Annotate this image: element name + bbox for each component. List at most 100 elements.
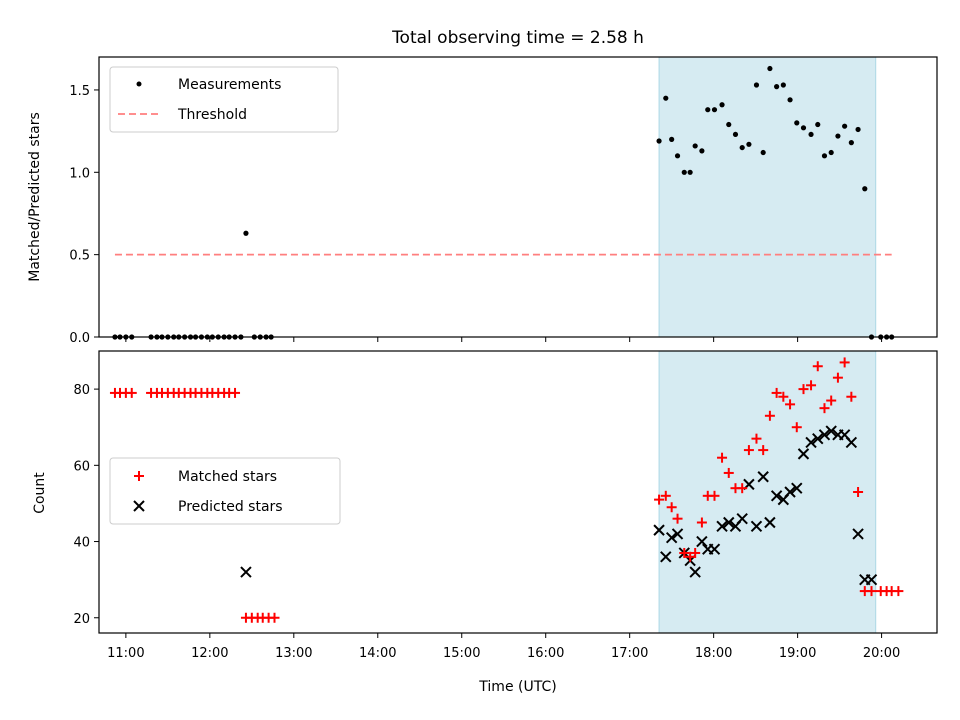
matched-star-point <box>771 387 782 398</box>
measurement-point <box>780 82 786 88</box>
matched-star-point <box>826 395 837 406</box>
measurement-point <box>800 125 807 131</box>
measurement-point <box>705 107 711 113</box>
legend-predicted-label: Predicted stars <box>178 499 283 515</box>
measurement-point <box>739 144 745 151</box>
measurement-point <box>753 82 760 88</box>
matched-star-point <box>685 551 696 562</box>
matched-star-point <box>893 586 904 597</box>
matched-star-point <box>230 387 241 398</box>
top-ylabel: Matched/Predicted stars <box>27 112 43 282</box>
bottom-xtick-label: 20:00 <box>863 646 900 661</box>
predicted-star-point <box>852 528 864 540</box>
legend-threshold-label: Threshold <box>177 107 247 123</box>
bottom-plot-frame <box>98 350 938 634</box>
matched-star-point <box>751 433 762 444</box>
predicted-star-point <box>791 482 803 494</box>
measurement-point <box>726 121 732 128</box>
measurement-point <box>711 107 718 113</box>
measurement-point <box>719 102 725 108</box>
top-ytick-label: 1.0 <box>69 166 90 181</box>
chart-title: Total observing time = 2.58 h <box>391 28 644 48</box>
matched-star-point <box>126 387 137 398</box>
measurement-point <box>828 149 834 156</box>
bottom-xtick-label: 15:00 <box>443 646 480 661</box>
top-ytick-label: 0.5 <box>69 249 90 264</box>
matched-star-point <box>866 586 877 597</box>
bottom-xtick-label: 11:00 <box>107 646 144 661</box>
top-ytick-label: 0.0 <box>69 331 90 346</box>
bottom-xtick-label: 17:00 <box>611 646 648 661</box>
predicted-star-point <box>708 543 721 555</box>
matched-star-point <box>785 399 796 410</box>
legend-matched-marker <box>134 471 144 481</box>
top-legend: Measurements Threshold <box>109 66 339 133</box>
legend-measurements-marker <box>136 81 142 87</box>
matched-star-point <box>737 483 748 494</box>
bottom-ytick-label: 80 <box>73 383 90 398</box>
predicted-star-point <box>240 566 252 578</box>
matched-star-point <box>269 612 280 623</box>
measurement-point <box>821 153 828 159</box>
matched-star-point <box>764 410 775 421</box>
measurement-point <box>243 230 249 236</box>
measurement-point <box>669 136 675 142</box>
matched-star-point <box>798 384 809 395</box>
matched-star-point <box>806 380 817 391</box>
bottom-ylabel: Count <box>32 472 48 514</box>
bottom-xtick-label: 19:00 <box>779 646 816 661</box>
predicted-star-point <box>660 551 672 563</box>
predicted-star-point <box>671 528 684 540</box>
bottom-xtick-label: 13:00 <box>275 646 312 661</box>
measurement-point <box>815 121 821 128</box>
matched-star-point <box>758 445 769 456</box>
predicted-star-point <box>736 512 748 525</box>
matched-star-point <box>812 361 823 372</box>
measurement-point <box>760 149 766 156</box>
matched-star-point <box>672 513 683 524</box>
measurement-point <box>842 123 848 129</box>
measurement-point <box>732 131 739 138</box>
predicted-star-point <box>653 524 665 536</box>
top-ytick-label: 1.5 <box>69 84 90 99</box>
predicted-star-point <box>845 436 858 449</box>
predicted-star-point <box>865 573 878 586</box>
bottom-ytick-label: 60 <box>73 459 90 474</box>
top-panel: 0.0 0.5 1.0 1.5 Matched/Predicted stars Mea… <box>27 56 938 346</box>
measurement-point <box>674 153 681 159</box>
matched-star-point <box>679 547 690 558</box>
measurement-point <box>699 148 705 154</box>
predicted-star-point <box>665 532 678 544</box>
measurement-point <box>767 65 773 72</box>
measurement-point <box>663 95 669 101</box>
predicted-star-point <box>750 520 763 533</box>
measurement-point <box>862 186 868 192</box>
measurement-point <box>787 97 793 103</box>
measurement-point <box>794 120 800 126</box>
matched-star-point <box>654 494 665 505</box>
top-highlight-band <box>658 56 877 338</box>
bottom-legend-box <box>109 457 341 525</box>
matched-star-point <box>839 357 850 368</box>
bottom-highlight-band <box>658 350 877 634</box>
measurement-point <box>855 126 861 133</box>
legend-predicted-marker <box>133 500 145 512</box>
bottom-xlabel: Time (UTC) <box>478 679 556 695</box>
matched-star-point <box>853 487 864 497</box>
matched-star-point <box>791 422 802 433</box>
predicted-star-point <box>784 486 796 498</box>
matched-star-point <box>778 391 789 402</box>
matched-star-point <box>666 502 677 513</box>
measurement-point <box>808 131 814 138</box>
measurement-point <box>746 141 752 147</box>
matched-star-point <box>723 467 734 478</box>
bottom-ytick-label: 40 <box>73 536 90 551</box>
measurement-point <box>774 84 780 90</box>
measurement-point <box>692 143 698 149</box>
measurement-point <box>848 140 854 146</box>
measurement-point <box>656 138 662 144</box>
legend-measurements-label: Measurements <box>178 77 281 93</box>
matched-star-point <box>743 445 754 456</box>
predicted-star-point <box>757 471 769 483</box>
